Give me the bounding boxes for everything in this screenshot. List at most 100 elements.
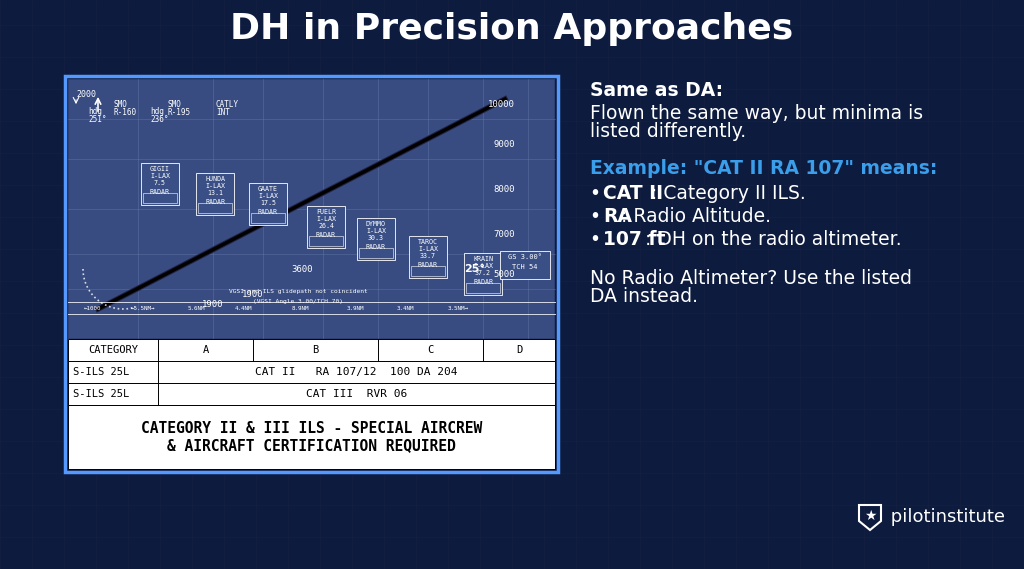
Text: INT: INT bbox=[216, 108, 229, 117]
Bar bbox=[196, 173, 234, 215]
Bar bbox=[307, 206, 345, 248]
Bar bbox=[409, 236, 447, 278]
Text: hdg: hdg bbox=[150, 106, 164, 116]
Text: RADAR: RADAR bbox=[316, 232, 336, 238]
Bar bbox=[68, 383, 555, 405]
Bar bbox=[500, 251, 550, 279]
Text: Same as DA:: Same as DA: bbox=[590, 81, 723, 100]
Text: KRAIN: KRAIN bbox=[473, 256, 493, 262]
Bar bbox=[141, 163, 179, 205]
Bar bbox=[68, 339, 555, 469]
Text: Example: "CAT II RA 107" means:: Example: "CAT II RA 107" means: bbox=[590, 159, 937, 178]
Bar bbox=[359, 248, 393, 258]
Text: DH in Precision Approaches: DH in Precision Approaches bbox=[230, 12, 794, 46]
Text: 7000: 7000 bbox=[494, 229, 515, 238]
Text: HUNDA: HUNDA bbox=[205, 176, 225, 182]
Text: 8000: 8000 bbox=[494, 184, 515, 193]
Text: 3.9NM: 3.9NM bbox=[346, 306, 364, 311]
Text: ←5.5NM→: ←5.5NM→ bbox=[131, 306, 156, 311]
Text: 37.2: 37.2 bbox=[475, 270, 490, 276]
Text: SMO: SMO bbox=[113, 100, 127, 109]
Bar bbox=[357, 218, 395, 260]
Text: 7.5: 7.5 bbox=[154, 180, 166, 186]
Text: CATEGORY II & III ILS - SPECIAL AIRCREW
& AIRCRAFT CERTIFICATION REQUIRED: CATEGORY II & III ILS - SPECIAL AIRCREW … bbox=[141, 421, 482, 453]
Text: 26.4: 26.4 bbox=[318, 223, 334, 229]
Text: 5000: 5000 bbox=[494, 270, 515, 278]
Bar bbox=[411, 266, 445, 276]
Bar bbox=[65, 76, 558, 472]
Text: RADAR: RADAR bbox=[366, 244, 386, 250]
Bar bbox=[466, 283, 500, 293]
Text: FUELR: FUELR bbox=[316, 209, 336, 215]
Text: SMO: SMO bbox=[168, 100, 182, 109]
Text: : DH on the radio altimeter.: : DH on the radio altimeter. bbox=[645, 230, 901, 249]
Bar bbox=[143, 193, 177, 203]
Bar bbox=[251, 213, 285, 223]
Text: 3.5NM→: 3.5NM→ bbox=[447, 306, 469, 311]
Text: 236°: 236° bbox=[150, 114, 169, 123]
Text: Flown the same way, but minima is: Flown the same way, but minima is bbox=[590, 104, 923, 123]
Text: 107 ft: 107 ft bbox=[603, 230, 666, 249]
Bar bbox=[68, 79, 555, 339]
Bar bbox=[198, 203, 232, 213]
Text: 5.6NM: 5.6NM bbox=[187, 306, 205, 311]
Text: I-LAX: I-LAX bbox=[316, 216, 336, 222]
Text: GAATE: GAATE bbox=[258, 186, 278, 192]
Text: I-LAX: I-LAX bbox=[418, 246, 438, 252]
Text: RADAR: RADAR bbox=[473, 279, 493, 285]
Text: 25°: 25° bbox=[465, 264, 485, 274]
Text: DYMMO: DYMMO bbox=[366, 221, 386, 227]
Text: 33.7: 33.7 bbox=[420, 253, 436, 259]
Text: 1900: 1900 bbox=[202, 299, 223, 308]
Text: 251°: 251° bbox=[88, 114, 106, 123]
Bar bbox=[464, 253, 502, 295]
Text: R-160: R-160 bbox=[113, 108, 136, 117]
Text: GS 3.00°: GS 3.00° bbox=[508, 254, 542, 260]
Text: 13.1: 13.1 bbox=[207, 190, 223, 196]
Text: I-LAX: I-LAX bbox=[366, 228, 386, 234]
Text: RADAR: RADAR bbox=[258, 209, 278, 215]
Text: S-ILS 25L: S-ILS 25L bbox=[73, 367, 129, 377]
Text: 9000: 9000 bbox=[494, 139, 515, 149]
Text: 8.9NM: 8.9NM bbox=[291, 306, 309, 311]
Text: I-LAX: I-LAX bbox=[473, 263, 493, 269]
Text: 17.5: 17.5 bbox=[260, 200, 276, 206]
Text: •: • bbox=[590, 207, 607, 226]
Text: DA instead.: DA instead. bbox=[590, 287, 698, 306]
Text: RA: RA bbox=[603, 207, 632, 226]
Text: CATLY: CATLY bbox=[216, 100, 240, 109]
Text: TCH 54: TCH 54 bbox=[512, 264, 538, 270]
Text: 1900: 1900 bbox=[242, 290, 263, 299]
Text: •: • bbox=[590, 184, 607, 203]
Text: listed differently.: listed differently. bbox=[590, 122, 746, 141]
Text: D: D bbox=[516, 345, 522, 355]
Bar bbox=[309, 236, 343, 246]
Text: CAT III  RVR 06: CAT III RVR 06 bbox=[306, 389, 408, 399]
Text: •: • bbox=[590, 230, 607, 249]
Bar bbox=[249, 183, 287, 225]
Text: I-LAX: I-LAX bbox=[205, 183, 225, 189]
Text: I-LAX: I-LAX bbox=[150, 173, 170, 179]
Text: B: B bbox=[312, 345, 318, 355]
Bar bbox=[68, 339, 555, 361]
Text: ★: ★ bbox=[864, 509, 877, 523]
Text: TAROC: TAROC bbox=[418, 239, 438, 245]
Text: GIGII: GIGII bbox=[150, 166, 170, 172]
Text: A: A bbox=[203, 345, 209, 355]
Text: ←1000: ←1000 bbox=[84, 306, 101, 311]
Text: 2000: 2000 bbox=[76, 89, 96, 98]
Text: I-LAX: I-LAX bbox=[258, 193, 278, 199]
Text: R-195: R-195 bbox=[168, 108, 191, 117]
Text: RADAR: RADAR bbox=[150, 189, 170, 195]
Bar bbox=[69, 80, 554, 338]
Text: RADAR: RADAR bbox=[205, 199, 225, 205]
Text: No Radio Altimeter? Use the listed: No Radio Altimeter? Use the listed bbox=[590, 269, 912, 288]
Text: CAT II   RA 107/12  100 DA 204: CAT II RA 107/12 100 DA 204 bbox=[255, 367, 458, 377]
Text: : Radio Altitude.: : Radio Altitude. bbox=[621, 207, 771, 226]
Text: 3600: 3600 bbox=[292, 265, 313, 274]
Text: pilotinstitute: pilotinstitute bbox=[885, 508, 1005, 526]
Text: CAT II: CAT II bbox=[603, 184, 664, 203]
Text: 3.4NM: 3.4NM bbox=[396, 306, 414, 311]
Text: (VGSI Angle 3.00/TCH 70): (VGSI Angle 3.00/TCH 70) bbox=[253, 299, 343, 303]
Text: CATEGORY: CATEGORY bbox=[88, 345, 138, 355]
